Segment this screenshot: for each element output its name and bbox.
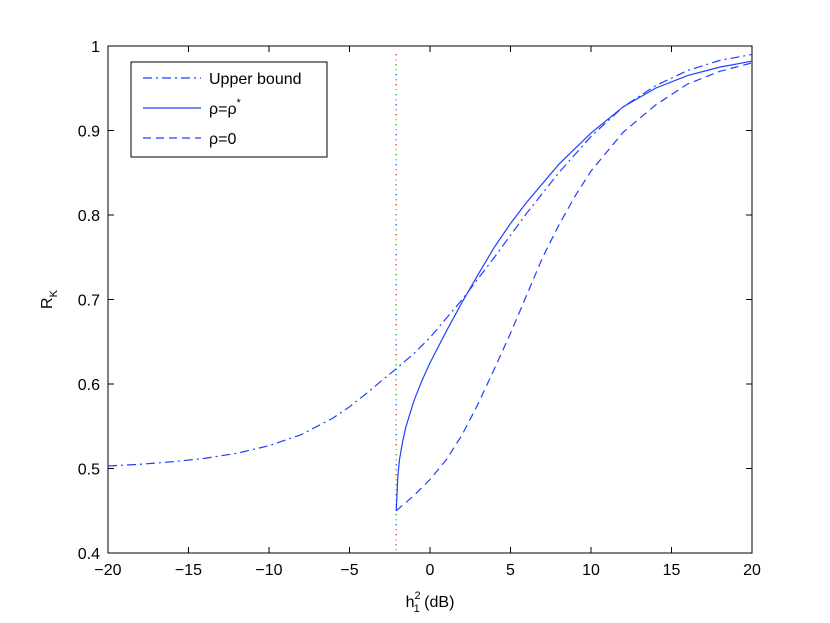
legend-label-sup: * (237, 97, 242, 109)
y-tick-label: 1 (91, 39, 100, 56)
legend: Upper bound ρ=ρ* ρ=0 (130, 61, 328, 158)
legend-label: ρ=ρ* (209, 97, 242, 118)
x-axis-label-main: h (406, 594, 415, 611)
y-tick-label: 0.4 (78, 546, 100, 563)
y-tick-label: 0.8 (78, 208, 100, 225)
legend-label-text: ρ=ρ (209, 101, 237, 118)
y-axis-label-main: R (39, 297, 56, 309)
x-axis-label-sub: 1 (414, 603, 420, 615)
y-tick-label: 0.9 (78, 124, 100, 141)
y-tick-label: 0.7 (78, 293, 100, 310)
x-tick-label: 0 (426, 562, 435, 579)
series-layer (107, 53, 753, 512)
x-tick-label: 10 (582, 562, 600, 579)
ticks-layer: −20 −15 −10 −5 0 5 10 15 20 0.4 0.5 0.6 0.7 0.8 0.9 1 (78, 39, 761, 579)
x-axis-label: h2 1 (dB) (406, 590, 455, 615)
y-tick-label: 0.6 (78, 377, 100, 394)
series-line-solid (395, 60, 753, 511)
x-axis-label-sup: 2 (414, 590, 420, 602)
y-tick-label: 0.5 (78, 462, 100, 479)
x-tick-label: −10 (255, 562, 282, 579)
x-tick-label: −5 (340, 562, 358, 579)
x-axis-label-suffix: (dB) (420, 594, 455, 611)
legend-label-text: Upper bound (209, 71, 302, 88)
series-line-dashed (395, 62, 753, 512)
x-tick-label: 5 (506, 562, 515, 579)
x-tick-label: −15 (175, 562, 202, 579)
x-tick-label: −20 (94, 562, 121, 579)
x-tick-label: 15 (663, 562, 681, 579)
y-axis-label: RK (39, 289, 60, 309)
legend-label-text: ρ=0 (209, 131, 236, 148)
legend-label: Upper bound (209, 71, 302, 88)
legend-label: ρ=0 (209, 131, 236, 148)
y-axis-label-sub: K (48, 289, 60, 297)
x-tick-label: 20 (743, 562, 761, 579)
